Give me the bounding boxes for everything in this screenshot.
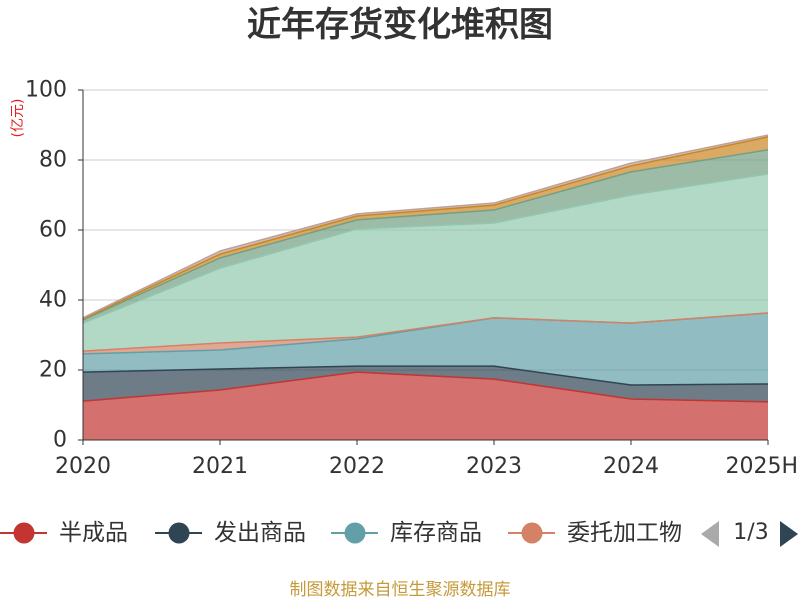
legend-icon-dot <box>13 522 35 544</box>
line-series-7 <box>82 136 769 320</box>
y-tick-label-0: 0 <box>53 428 67 453</box>
legend-icon-dot <box>168 522 190 544</box>
line-series-8 <box>82 134 769 319</box>
series-lines <box>82 134 769 403</box>
area-layers <box>83 135 768 440</box>
triangle-right-icon[interactable] <box>779 520 799 548</box>
legend-line-marker-icon <box>155 522 202 544</box>
pager-prev-shape <box>701 521 719 547</box>
legend-label: 库存商品 <box>390 520 482 546</box>
legend-line-marker-icon <box>331 522 378 544</box>
legend-line-marker-icon <box>0 522 47 544</box>
legend-icon-dot <box>344 522 366 544</box>
data-source-note: 制图数据来自恒生聚源数据库 <box>289 580 511 600</box>
y-tick-label-40: 40 <box>39 288 67 313</box>
area-series-6 <box>83 149 768 324</box>
legend-label: 半成品 <box>59 520 128 546</box>
legend-page-indicator: 1/3 <box>733 520 769 545</box>
area-series-7 <box>83 136 768 320</box>
legend-icon-dot <box>521 522 543 544</box>
y-tick-label-20: 20 <box>39 358 67 383</box>
x-tick-label-2025H: 2025H <box>725 454 798 479</box>
chart-title: 近年存货变化堆积图 <box>247 5 553 45</box>
legend-line-marker-icon <box>508 522 555 544</box>
axes: 0 20 40 60 80 100 2020 2021 2022 2023 2024 2025H <box>25 78 798 480</box>
line-series-2 <box>82 365 769 386</box>
line-series-6 <box>82 149 769 321</box>
legend-item-consigned-processing[interactable]: 委托加工物 <box>508 519 686 547</box>
legend-item-semi-finished-goods[interactable]: 半成品 <box>0 519 180 547</box>
line-series-1 <box>82 371 769 403</box>
line-series-4 <box>82 312 769 352</box>
legend: 半成品 发出商品 库存商品 委托加工物 1/3 <box>0 519 800 549</box>
legend-item-finished-goods[interactable]: 库存商品 <box>331 519 511 547</box>
y-axis-unit-label: (亿元) <box>10 99 26 138</box>
area-series-5 <box>83 174 768 352</box>
x-tick-label-2021: 2021 <box>192 454 248 479</box>
area-series-2 <box>83 366 768 402</box>
area-series-1 <box>83 372 768 440</box>
area-series-3 <box>83 312 768 386</box>
pager-next-shape <box>780 521 798 547</box>
area-series-4 <box>83 312 768 354</box>
x-tick-label-2022: 2022 <box>329 454 385 479</box>
y-tick-label-60: 60 <box>39 218 67 243</box>
line-series-5 <box>82 173 769 324</box>
x-tick-label-2024: 2024 <box>603 454 659 479</box>
triangle-left-icon <box>701 521 719 547</box>
legend-label: 发出商品 <box>214 520 306 546</box>
y-tick-label-100: 100 <box>25 78 67 103</box>
x-tick-label-2023: 2023 <box>466 454 522 479</box>
y-tick-label-80: 80 <box>39 148 67 173</box>
legend-label: 委托加工物 <box>567 520 682 546</box>
x-tick-label-2020: 2020 <box>55 454 111 479</box>
legend-item-goods-shipped[interactable]: 发出商品 <box>155 519 335 547</box>
